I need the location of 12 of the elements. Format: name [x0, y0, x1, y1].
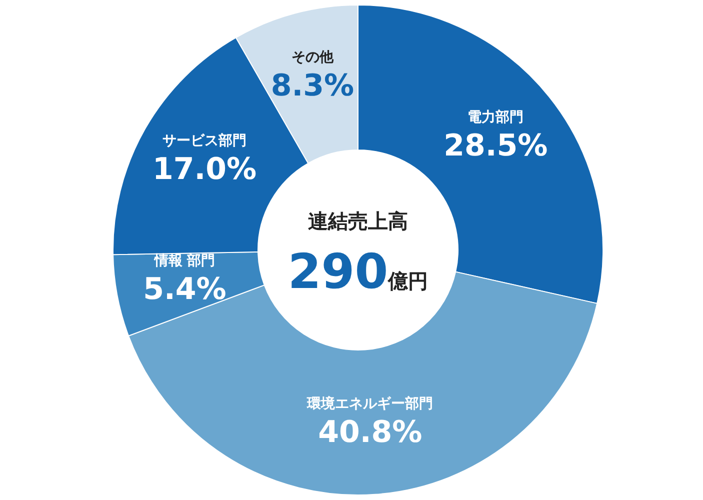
slice-label: 電力部門: [468, 108, 524, 126]
slice-label: 情報 部門: [153, 252, 216, 270]
data-label: 28.5%: [444, 128, 548, 164]
data-label: 8.3%: [270, 68, 354, 104]
data-label: 17.0%: [152, 152, 257, 188]
text: 連結売上高: [308, 209, 408, 233]
slice-label: 環境エネルギー部門: [306, 394, 434, 412]
slice-label: サービス部門: [162, 132, 246, 150]
data-label: 40.8%: [318, 414, 422, 450]
slice-label: その他: [292, 50, 335, 66]
text: 290億円: [288, 244, 428, 300]
data-label: 5.4%: [143, 272, 226, 308]
